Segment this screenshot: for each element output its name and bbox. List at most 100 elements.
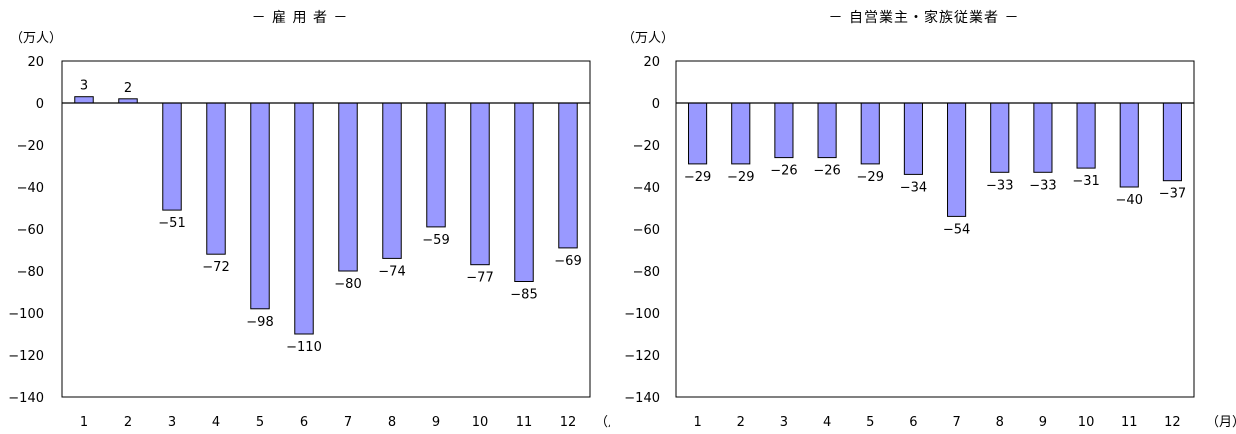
y-tick-label: −120 bbox=[624, 349, 660, 364]
x-tick-label: 9 bbox=[1039, 415, 1047, 430]
bar bbox=[1076, 102, 1096, 169]
bar bbox=[162, 102, 182, 211]
bar bbox=[1162, 102, 1182, 182]
data-label: 2 bbox=[124, 81, 132, 96]
data-label: −40 bbox=[1116, 193, 1143, 208]
plot-area-frame bbox=[675, 60, 1195, 398]
data-label: −54 bbox=[943, 222, 970, 237]
bar bbox=[338, 102, 358, 272]
bar bbox=[860, 102, 880, 165]
x-tick-label: 1 bbox=[693, 415, 701, 430]
x-tick-label: 6 bbox=[300, 415, 308, 430]
y-axis-unit-label: （万人） bbox=[622, 31, 674, 46]
y-tick-label: 0 bbox=[36, 97, 44, 112]
data-label: −51 bbox=[158, 216, 185, 231]
x-tick-label: 1 bbox=[80, 415, 88, 430]
data-label: −59 bbox=[422, 233, 449, 248]
chart-title: － 雇 用 者 － bbox=[252, 9, 349, 26]
x-tick-label: 5 bbox=[256, 415, 264, 430]
bar bbox=[294, 102, 314, 335]
bar bbox=[774, 102, 794, 159]
x-tick-label: 5 bbox=[866, 415, 874, 430]
data-label: −33 bbox=[1029, 178, 1056, 193]
x-tick-label: 12 bbox=[1164, 415, 1181, 430]
bar bbox=[1119, 102, 1139, 188]
y-tick-label: −60 bbox=[633, 223, 660, 238]
x-tick-label: 7 bbox=[344, 415, 352, 430]
bar bbox=[903, 102, 923, 175]
data-label: −26 bbox=[770, 164, 797, 179]
bar bbox=[817, 102, 837, 159]
bar bbox=[688, 102, 708, 165]
data-label: −98 bbox=[246, 315, 273, 330]
y-tick-label: −40 bbox=[17, 181, 44, 196]
data-label: −31 bbox=[1072, 174, 1099, 189]
y-tick-label: 20 bbox=[27, 55, 44, 70]
x-tick-label: 2 bbox=[737, 415, 745, 430]
data-label: −85 bbox=[510, 288, 537, 303]
data-label: −72 bbox=[202, 260, 229, 275]
x-tick-label: 2 bbox=[124, 415, 132, 430]
x-axis-unit-label: （月） bbox=[595, 415, 610, 430]
data-label: −69 bbox=[554, 254, 581, 269]
x-tick-label: 10 bbox=[472, 415, 489, 430]
y-tick-label: −140 bbox=[8, 391, 44, 406]
data-label: −29 bbox=[727, 170, 754, 185]
y-tick-label: −80 bbox=[17, 265, 44, 280]
y-tick-label: 0 bbox=[652, 97, 660, 112]
plot-area-frame bbox=[61, 60, 591, 398]
x-tick-label: 8 bbox=[996, 415, 1004, 430]
x-tick-label: 12 bbox=[560, 415, 577, 430]
chart-title: － 自営業主・家族従業者 － bbox=[829, 9, 1020, 26]
y-axis-unit-label: （万人） bbox=[10, 31, 62, 46]
data-label: −29 bbox=[857, 170, 884, 185]
bar bbox=[1033, 102, 1053, 173]
bar bbox=[947, 102, 967, 217]
x-tick-label: 4 bbox=[212, 415, 220, 430]
data-label: 3 bbox=[80, 79, 88, 94]
data-label: −74 bbox=[378, 264, 405, 279]
x-tick-label: 4 bbox=[823, 415, 831, 430]
x-axis-unit-label: （月） bbox=[1206, 415, 1236, 430]
x-tick-label: 6 bbox=[909, 415, 917, 430]
y-tick-label: −60 bbox=[17, 223, 44, 238]
bar bbox=[470, 102, 490, 266]
y-tick-label: −40 bbox=[633, 181, 660, 196]
x-tick-label: 3 bbox=[168, 415, 176, 430]
y-tick-label: 20 bbox=[643, 55, 660, 70]
y-tick-label: −120 bbox=[8, 349, 44, 364]
bar bbox=[558, 102, 578, 249]
y-tick-label: −20 bbox=[633, 139, 660, 154]
y-tick-label: −100 bbox=[8, 307, 44, 322]
data-label: −110 bbox=[286, 340, 322, 355]
data-label: −29 bbox=[684, 170, 711, 185]
bar bbox=[206, 102, 226, 255]
y-tick-label: −20 bbox=[17, 139, 44, 154]
bar bbox=[731, 102, 751, 165]
x-tick-label: 9 bbox=[432, 415, 440, 430]
data-label: −26 bbox=[813, 164, 840, 179]
x-tick-label: 10 bbox=[1078, 415, 1095, 430]
x-tick-label: 11 bbox=[1121, 415, 1138, 430]
bar bbox=[118, 98, 138, 104]
x-tick-label: 8 bbox=[388, 415, 396, 430]
bar bbox=[514, 102, 534, 282]
bar bbox=[250, 102, 270, 310]
x-tick-label: 11 bbox=[516, 415, 533, 430]
chart-panel-employees: － 雇 用 者 － （万人） 20 0 −20 −40 −60 −80 −100 −120 −140… bbox=[0, 0, 610, 434]
bar bbox=[990, 102, 1010, 173]
bar bbox=[426, 102, 446, 228]
y-tick-label: −100 bbox=[624, 307, 660, 322]
self-employed-chart: － 自営業主・家族従業者 － （万人） 20 0 −20 −40 −60 −80 −100 −12… bbox=[622, 9, 1236, 430]
data-label: −37 bbox=[1159, 187, 1186, 202]
x-tick-label: 7 bbox=[952, 415, 960, 430]
y-tick-label: −80 bbox=[633, 265, 660, 280]
employees-chart: － 雇 用 者 － （万人） 20 0 −20 −40 −60 −80 −100 −120 −140… bbox=[8, 9, 610, 430]
chart-panel-self-employed: － 自営業主・家族従業者 － （万人） 20 0 −20 −40 −60 −80 −100 −12… bbox=[614, 0, 1236, 434]
x-tick-label: 3 bbox=[780, 415, 788, 430]
data-label: −80 bbox=[334, 277, 361, 292]
y-tick-label: −140 bbox=[624, 391, 660, 406]
bar bbox=[382, 102, 402, 259]
data-label: −77 bbox=[466, 271, 493, 286]
data-label: −33 bbox=[986, 178, 1013, 193]
